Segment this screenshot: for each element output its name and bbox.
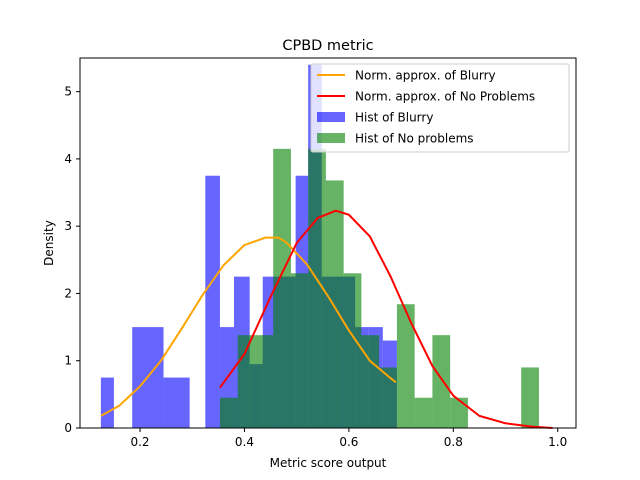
normal-approximation-lines [100,209,553,429]
no-problems-hist-bar [432,335,451,428]
legend-label-hist-of-no-problems: Hist of No problems [355,132,474,146]
blurry-hist-bar [163,377,190,428]
x-tick-label: 1.0 [548,435,567,449]
legend-swatch-hist-of-no-problems [317,133,345,143]
y-tick-label: 1 [64,354,72,368]
no-problems-hist-bar [273,148,291,428]
x-axis-label: Metric score output [270,456,387,470]
no-problems-hist-bar [414,397,433,428]
no-problems-hist-bar [343,273,362,428]
no-problems-hist-bar [219,397,238,428]
no-problems-hist-bar [290,273,309,428]
x-tick-label: 0.8 [444,435,463,449]
no-problems-hist-bar [396,304,415,428]
y-tick-label: 4 [64,152,72,166]
x-axis: 0.2 0.4 0.6 0.8 1.0 [130,428,567,449]
y-axis-label: Density [42,220,56,266]
legend-swatch-hist-of-blurry [317,112,345,122]
x-tick-label: 0.6 [339,435,358,449]
legend-label-norm-approx-of-no-problems: Norm. approx. of No Problems [355,90,535,104]
histogram-bars [100,64,539,428]
legend-frame [310,63,570,153]
blurry-hist-bar [205,175,220,428]
no-problems-hist-bar [379,367,397,428]
no-problems-hist-bar [325,180,344,428]
blurry-hist-bar [100,377,114,428]
y-tick-label: 0 [64,421,72,435]
plot-area [79,57,577,429]
y-tick-label: 2 [64,286,72,300]
x-tick-label: 0.4 [235,435,254,449]
blurry-normal-line [100,236,397,417]
no-problems-hist-bar [308,148,326,428]
y-tick-label: 5 [64,85,72,99]
no-problems-hist-bar [361,335,380,428]
no-problems-hist-bar [521,367,539,428]
legend-label-norm-approx-of-blurry: Norm. approx. of Blurry [355,69,496,83]
y-axis: 0 1 2 3 4 5 [64,85,80,435]
no-problems-hist-bar [255,335,274,428]
legend-label-hist-of-blurry: Hist of Blurry [355,111,433,125]
no-problems-normal-line [219,209,553,429]
no-problems-hist-bar [450,397,468,428]
legend: Norm. approx. of Blurry Norm. approx. of … [310,63,570,153]
axes-frame [79,57,577,429]
y-tick-label: 3 [64,219,72,233]
chart-title: CPBD metric [282,38,373,54]
x-tick-label: 0.2 [130,435,149,449]
